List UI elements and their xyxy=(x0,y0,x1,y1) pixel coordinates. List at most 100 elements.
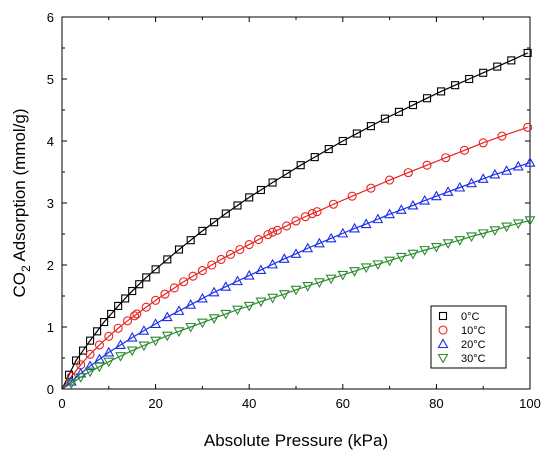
data-point xyxy=(501,222,513,233)
data-point xyxy=(512,219,524,230)
data-point xyxy=(477,173,489,183)
data-point xyxy=(243,269,255,280)
data-point xyxy=(86,336,95,345)
data-point xyxy=(185,299,197,309)
x-tick-label: 20 xyxy=(148,396,162,411)
data-point xyxy=(141,302,151,312)
data-point xyxy=(466,232,477,243)
data-point xyxy=(84,360,96,371)
data-point xyxy=(198,226,207,235)
axis-layer: 0 20 40 60 80 100 0 1 2 3 4 5 6 xyxy=(47,10,541,411)
data-point xyxy=(372,213,384,224)
series-line xyxy=(61,126,528,390)
data-point xyxy=(232,275,243,286)
data-point xyxy=(220,281,232,291)
data-point xyxy=(312,207,322,217)
data-point xyxy=(196,318,208,329)
data-point xyxy=(307,208,317,219)
x-axis-title: Absolute Pressure (kPa) xyxy=(204,431,388,450)
data-point xyxy=(126,346,138,357)
x-tick-label: 80 xyxy=(429,396,443,411)
data-point xyxy=(65,379,77,390)
data-point xyxy=(385,175,395,185)
data-point xyxy=(337,270,349,281)
data-point xyxy=(135,280,144,289)
x-tick-label: 40 xyxy=(242,396,256,411)
data-point xyxy=(188,271,198,281)
data-point xyxy=(430,190,442,201)
data-point xyxy=(75,373,87,383)
data-point xyxy=(478,138,488,148)
data-point xyxy=(523,122,533,132)
data-point xyxy=(366,183,376,193)
data-point xyxy=(150,336,162,347)
series-1 xyxy=(61,48,532,390)
data-point xyxy=(151,295,161,305)
data-point xyxy=(437,87,446,96)
data-point xyxy=(216,254,226,264)
data-point xyxy=(115,352,126,362)
legend-label: 0°C xyxy=(461,311,480,323)
data-point xyxy=(310,153,319,162)
data-point xyxy=(85,349,95,359)
legend-box xyxy=(430,305,507,369)
data-point xyxy=(179,277,189,287)
data-point xyxy=(196,292,208,303)
data-point xyxy=(479,68,488,77)
x-tick-label: 60 xyxy=(336,396,350,411)
data-point xyxy=(122,316,133,326)
data-point xyxy=(395,252,407,263)
data-point xyxy=(94,340,104,350)
y-tick-label: 2 xyxy=(47,258,54,273)
x-tick-label: 0 xyxy=(58,396,65,411)
data-point xyxy=(104,331,114,341)
data-point xyxy=(360,218,372,229)
data-point xyxy=(372,260,384,271)
data-point xyxy=(161,311,173,322)
data-point xyxy=(291,216,301,226)
data-point xyxy=(442,239,454,249)
data-point xyxy=(128,286,137,296)
y-axis-title-part-2: Adsorption (mmol/g) xyxy=(10,108,29,265)
data-point xyxy=(107,309,116,319)
data-point xyxy=(173,327,185,337)
data-point xyxy=(347,191,357,201)
y-axis-title-part-1: CO xyxy=(10,272,29,298)
data-point xyxy=(126,331,138,342)
data-point xyxy=(523,48,532,58)
series-3 xyxy=(61,157,536,390)
data-point xyxy=(290,285,302,296)
data-point xyxy=(296,161,305,170)
data-point xyxy=(360,263,372,274)
data-point xyxy=(235,244,245,255)
y-tick-label: 6 xyxy=(47,10,54,25)
data-point xyxy=(466,177,477,188)
data-point xyxy=(313,278,325,288)
data-point xyxy=(403,168,413,178)
data-point xyxy=(66,372,76,382)
data-point xyxy=(408,100,418,110)
data-point xyxy=(233,201,242,210)
legend-marker xyxy=(437,338,449,349)
legend-marker xyxy=(438,311,448,321)
data-point xyxy=(454,236,466,246)
data-point xyxy=(493,62,502,71)
data-point xyxy=(497,131,507,141)
data-point xyxy=(210,218,219,227)
data-point xyxy=(352,129,361,138)
data-point xyxy=(267,258,279,269)
data-point xyxy=(451,81,460,90)
data-point xyxy=(442,186,454,196)
legend: 0°C 10°C 20°C 30°C xyxy=(430,305,507,369)
y-axis-title-subscript: 2 xyxy=(19,265,33,272)
data-point xyxy=(325,232,337,243)
data-point xyxy=(132,309,142,319)
y-axis-title: CO2 Adsorption (mmol/g) xyxy=(10,108,33,297)
data-point xyxy=(93,327,102,336)
data-point xyxy=(349,267,360,277)
data-point xyxy=(244,239,254,250)
data-point xyxy=(338,136,347,146)
data-point xyxy=(290,248,302,258)
data-point xyxy=(103,346,115,357)
